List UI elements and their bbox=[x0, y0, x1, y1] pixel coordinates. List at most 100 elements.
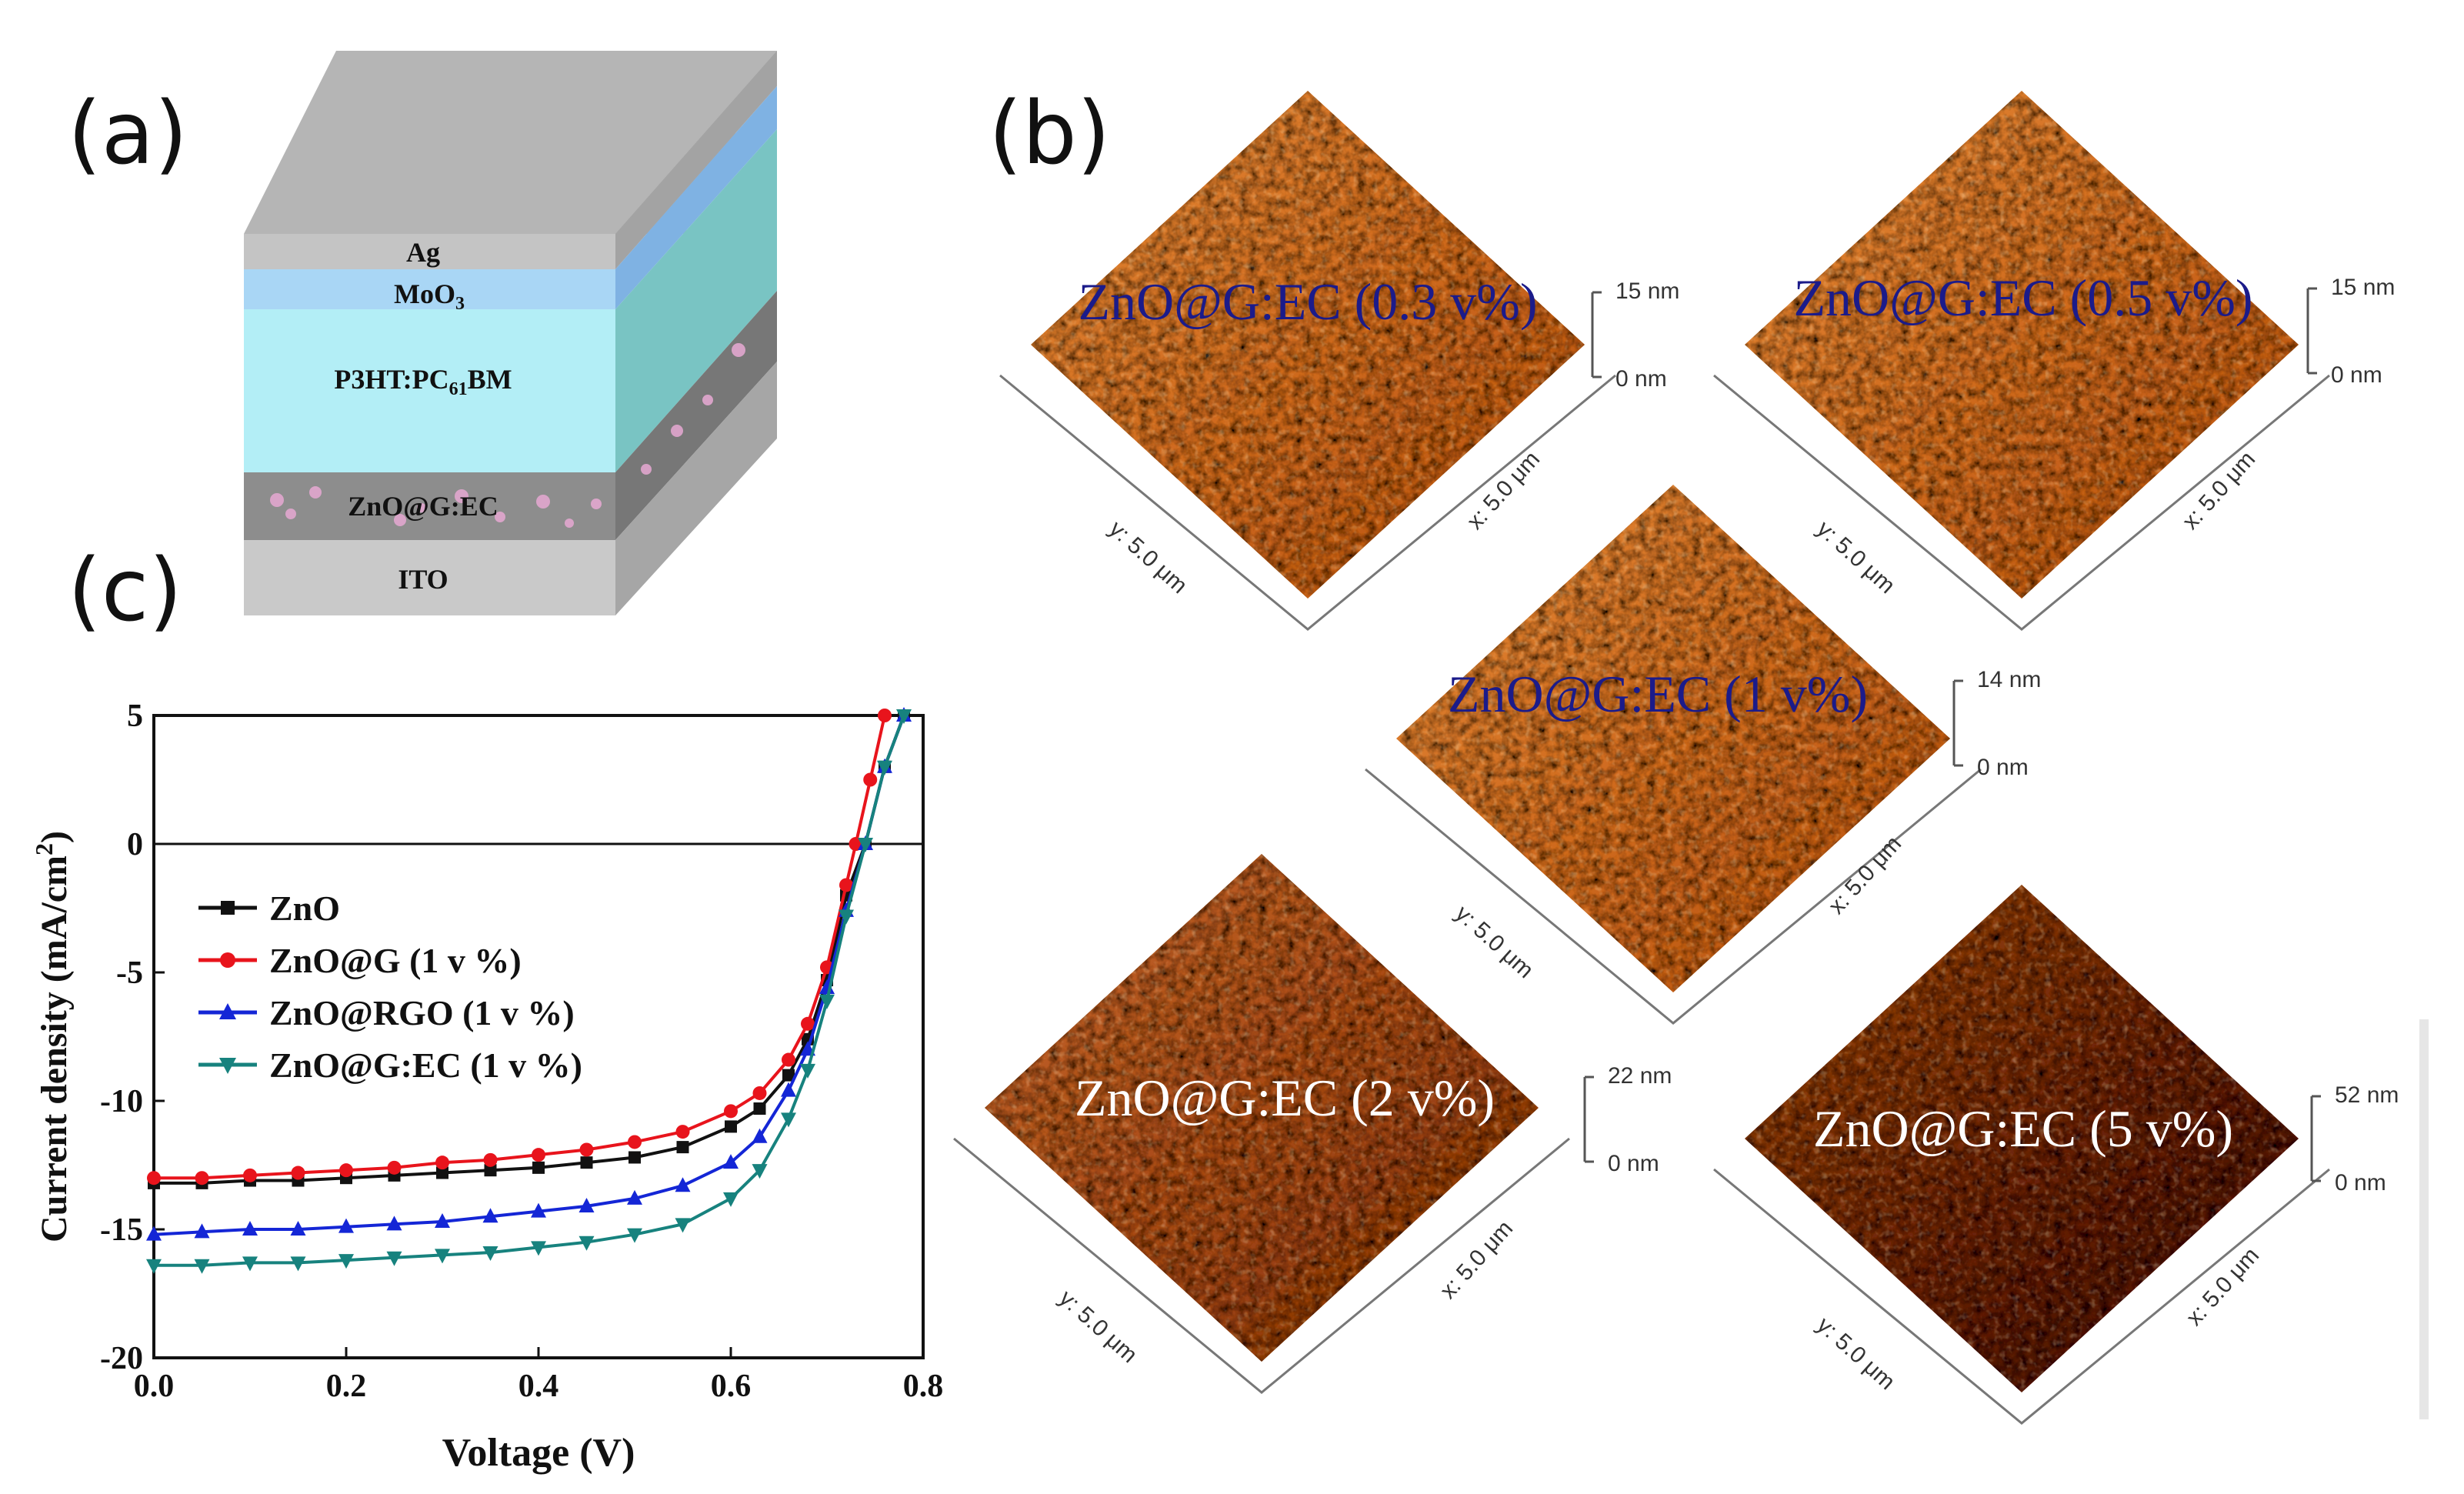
layer-label-etl: ZnO@G:EC bbox=[348, 491, 498, 522]
afm-y-axis-label: y: 5.0 μm bbox=[1104, 516, 1192, 599]
data-point bbox=[532, 1161, 545, 1174]
legend-label: ZnO@G (1 v %) bbox=[269, 941, 522, 980]
data-point bbox=[482, 1208, 498, 1223]
afm-z-min-label: 0 nm bbox=[1615, 366, 1667, 392]
data-point bbox=[290, 1256, 306, 1272]
afm-x-axis-label: x: 5.0 μm bbox=[1824, 831, 1906, 919]
data-point bbox=[752, 1085, 767, 1100]
data-point bbox=[723, 1154, 739, 1169]
x-tick-label: 0.6 bbox=[711, 1369, 752, 1404]
data-point bbox=[819, 994, 835, 1009]
data-point bbox=[578, 1236, 595, 1251]
layer-label-active: P3HT:PC61BM bbox=[334, 364, 512, 399]
legend: ZnO ZnO@G (1 v %) ZnO@RGO (1 v %) ZnO@G:EC … bbox=[198, 889, 582, 1085]
data-point bbox=[896, 709, 912, 724]
afm-y-axis-label: y: 5.0 μm bbox=[1450, 901, 1538, 983]
layer-label-moo3: MoO3 bbox=[394, 278, 465, 314]
data-point bbox=[146, 1226, 162, 1241]
data-point bbox=[629, 1151, 641, 1164]
data-point bbox=[221, 901, 235, 915]
data-point bbox=[219, 1003, 236, 1019]
legend-label: ZnO bbox=[269, 889, 340, 928]
afm-highlights bbox=[1396, 485, 1950, 992]
stack-front-etl bbox=[244, 472, 615, 540]
data-point bbox=[484, 1164, 497, 1177]
data-point bbox=[675, 1218, 691, 1233]
legend-label: ZnO@RGO (1 v %) bbox=[269, 993, 575, 1032]
legend-item: ZnO@G:EC (1 v %) bbox=[198, 1045, 582, 1085]
x-tick-label: 0.4 bbox=[518, 1369, 559, 1404]
panel-label-b: (b) bbox=[989, 84, 1111, 184]
data-point bbox=[628, 1135, 642, 1149]
data-point bbox=[627, 1228, 642, 1243]
data-point bbox=[579, 1142, 594, 1157]
afm-image-3: 14 nm 0 nm y: 5.0 μm x: 5.0 μm ZnO@G:EC (1 v… bbox=[1365, 485, 2041, 1025]
afm-axis-lines bbox=[1713, 1168, 2330, 1425]
afm-axis-lines bbox=[1365, 768, 1982, 1025]
series-3 bbox=[146, 707, 912, 1241]
afm-highlights bbox=[1745, 91, 2299, 599]
stack-front-ag bbox=[244, 234, 615, 269]
data-point bbox=[839, 878, 853, 892]
data-point bbox=[242, 1221, 258, 1236]
data-point bbox=[752, 1128, 768, 1143]
y-tick-label: -10 bbox=[100, 1084, 143, 1119]
afm-sample-label: ZnO@G:EC (0.3 v%) bbox=[1078, 272, 1537, 331]
data-point bbox=[194, 1259, 210, 1274]
afm-images: 15 nm 0 nm y: 5.0 μm x: 5.0 μm ZnO@G:EC (0.3… bbox=[953, 91, 2399, 1425]
data-point bbox=[386, 1216, 402, 1231]
stack-top-face bbox=[244, 51, 777, 234]
device-stack-diagram: Ag MoO3 P3HT:PC61BM ZnO@G:EC ITO bbox=[244, 51, 777, 615]
stack-side-moo3 bbox=[615, 86, 777, 309]
data-point bbox=[782, 1069, 795, 1082]
afm-axis-lines bbox=[999, 374, 1616, 631]
data-point bbox=[195, 1171, 209, 1186]
panel-label-c: (c) bbox=[68, 541, 182, 641]
afm-y-axis-label: y: 5.0 μm bbox=[1812, 1312, 1899, 1395]
data-point bbox=[752, 1164, 768, 1179]
data-point bbox=[482, 1246, 498, 1262]
data-point bbox=[146, 1259, 162, 1274]
afm-sample-label: ZnO@G:EC (5 v%) bbox=[1813, 1099, 2233, 1158]
legend-item: ZnO bbox=[198, 889, 340, 928]
y-tick-label: -5 bbox=[116, 955, 143, 991]
afm-z-max-label: 14 nm bbox=[1977, 667, 2041, 692]
afm-panel-edge bbox=[2419, 1019, 2429, 1419]
afm-highlights bbox=[1031, 91, 1585, 599]
stack-side-active bbox=[615, 129, 777, 472]
data-point bbox=[781, 1112, 796, 1128]
data-point bbox=[435, 1156, 449, 1170]
data-point bbox=[339, 1163, 353, 1178]
data-point bbox=[291, 1166, 305, 1180]
data-point bbox=[877, 760, 892, 775]
data-point bbox=[435, 1249, 450, 1264]
jv-chart: 0.0 0.2 0.4 0.6 0.8 5 0 -5 -10 -15 -20 Voltage (V) C… bbox=[30, 699, 943, 1475]
data-point bbox=[243, 1168, 257, 1182]
afm-z-min-label: 0 nm bbox=[2335, 1170, 2386, 1196]
afm-z-max-label: 15 nm bbox=[2331, 275, 2395, 300]
data-point bbox=[753, 1102, 766, 1115]
data-point bbox=[290, 1221, 306, 1236]
data-point bbox=[338, 1254, 354, 1269]
afm-z-max-label: 22 nm bbox=[1608, 1063, 1672, 1089]
series-2 bbox=[147, 709, 892, 1186]
stack-front-ito bbox=[244, 540, 615, 615]
afm-axis-lines bbox=[1713, 374, 2330, 631]
stack-front-active bbox=[244, 309, 615, 472]
x-tick-label: 0.8 bbox=[903, 1369, 944, 1404]
data-point bbox=[858, 838, 873, 852]
afm-z-min-label: 0 nm bbox=[1608, 1151, 1659, 1176]
stack-nanoparticles bbox=[270, 343, 745, 528]
afm-z-max-label: 15 nm bbox=[1615, 278, 1679, 304]
data-point bbox=[532, 1148, 545, 1162]
data-point bbox=[578, 1197, 595, 1212]
legend-label: ZnO@G:EC (1 v %) bbox=[269, 1045, 582, 1085]
afm-highlights bbox=[1745, 885, 2299, 1392]
stack-front-moo3 bbox=[244, 269, 615, 309]
data-point bbox=[220, 952, 235, 968]
data-point bbox=[839, 909, 854, 925]
y-tick-label: -20 bbox=[100, 1341, 143, 1376]
layer-label-ito: ITO bbox=[398, 564, 448, 595]
